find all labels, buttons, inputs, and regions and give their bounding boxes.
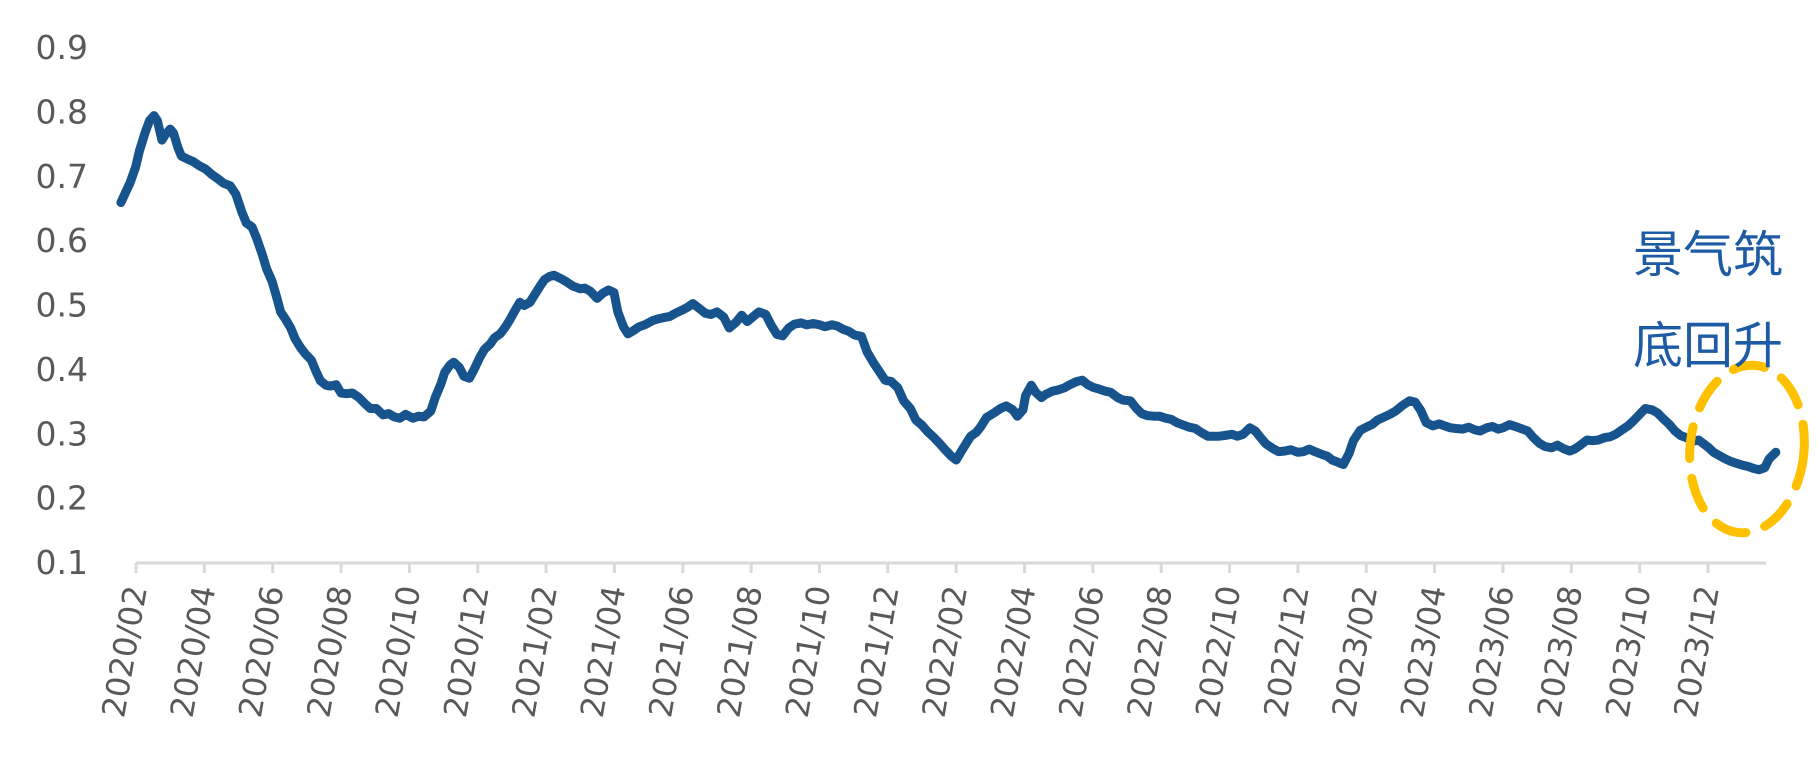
y-tick-label: 0.5	[36, 286, 88, 325]
y-tick-label: 0.8	[36, 92, 88, 131]
x-tick-label: 2022/06	[1051, 583, 1112, 721]
y-tick-label: 0.6	[36, 221, 88, 260]
x-axis: 2020/02 2020/04 2020/06 2020/08 2020/10 2020/…	[94, 561, 1766, 721]
annotation-line-1: 景气筑	[1633, 226, 1783, 284]
x-tick-label: 2020/06	[231, 583, 292, 721]
y-tick-label: 0.4	[36, 350, 88, 389]
y-tick-label: 0.3	[36, 414, 88, 453]
y-axis-labels: 0.9 0.8 0.7 0.6 0.5 0.4 0.3 0.2 0.1	[36, 28, 88, 582]
x-tick-label: 2020/08	[299, 583, 360, 721]
y-tick-label: 0.1	[36, 543, 88, 582]
x-tick-label: 2023/02	[1325, 583, 1386, 721]
highlight-dashed-ellipse	[1685, 360, 1809, 538]
x-tick-label: 2020/04	[163, 583, 224, 721]
x-tick-label: 2022/08	[1120, 583, 1181, 721]
x-tick-label: 2023/12	[1666, 583, 1727, 721]
x-tick-label: 2022/10	[1188, 583, 1249, 721]
series-line	[116, 111, 1781, 475]
x-tick-label: 2022/02	[915, 583, 976, 721]
y-tick-label: 0.9	[36, 28, 88, 67]
x-tick-label: 2021/10	[778, 583, 839, 721]
x-tick-label: 2020/02	[94, 583, 155, 721]
x-tick-label: 2023/06	[1461, 583, 1522, 721]
annotation-line-2: 底回升	[1633, 317, 1783, 375]
x-tick-label: 2022/12	[1256, 583, 1317, 721]
x-tick-label: 2021/06	[641, 583, 702, 721]
y-tick-label: 0.2	[36, 479, 88, 518]
y-tick-label: 0.7	[36, 157, 88, 196]
x-axis-ticks	[134, 563, 1710, 573]
x-tick-label: 2022/04	[983, 583, 1044, 721]
x-tick-label: 2021/12	[846, 583, 907, 721]
x-tick-label: 2020/10	[368, 583, 429, 721]
x-tick-label: 2023/04	[1393, 583, 1454, 721]
x-tick-label: 2021/04	[573, 583, 634, 721]
x-tick-label: 2023/10	[1598, 583, 1659, 721]
x-tick-label: 2023/08	[1530, 583, 1591, 721]
x-tick-label: 2021/02	[504, 583, 565, 721]
x-axis-labels: 2020/02 2020/04 2020/06 2020/08 2020/10 2020/…	[94, 583, 1727, 721]
x-tick-label: 2021/08	[710, 583, 771, 721]
x-tick-label: 2020/12	[436, 583, 497, 721]
